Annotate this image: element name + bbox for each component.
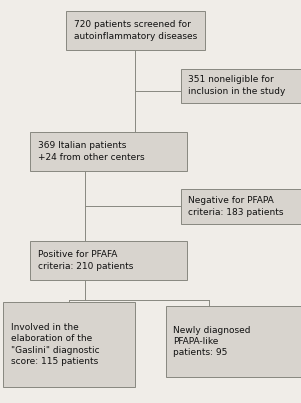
FancyBboxPatch shape	[30, 132, 187, 171]
Text: Positive for PFAFA
criteria: 210 patients: Positive for PFAFA criteria: 210 patient…	[38, 250, 133, 270]
FancyBboxPatch shape	[66, 11, 205, 50]
FancyBboxPatch shape	[3, 302, 135, 387]
Text: 720 patients screened for
autoinflammatory diseases: 720 patients screened for autoinflammato…	[74, 21, 197, 41]
FancyBboxPatch shape	[181, 189, 301, 224]
Text: 369 Italian patients
+24 from other centers: 369 Italian patients +24 from other cent…	[38, 141, 144, 162]
Text: 351 noneligible for
inclusion in the study: 351 noneligible for inclusion in the stu…	[188, 75, 286, 96]
Text: Negative for PFAPA
criteria: 183 patients: Negative for PFAPA criteria: 183 patient…	[188, 196, 284, 217]
FancyBboxPatch shape	[181, 69, 301, 103]
Text: Involved in the
elaboration of the
"Gaslini" diagnostic
score: 115 patients: Involved in the elaboration of the "Gasl…	[11, 323, 99, 366]
FancyBboxPatch shape	[166, 306, 301, 377]
FancyBboxPatch shape	[30, 241, 187, 280]
Text: Newly diagnosed
PFAPA-like
patients: 95: Newly diagnosed PFAPA-like patients: 95	[173, 326, 250, 357]
